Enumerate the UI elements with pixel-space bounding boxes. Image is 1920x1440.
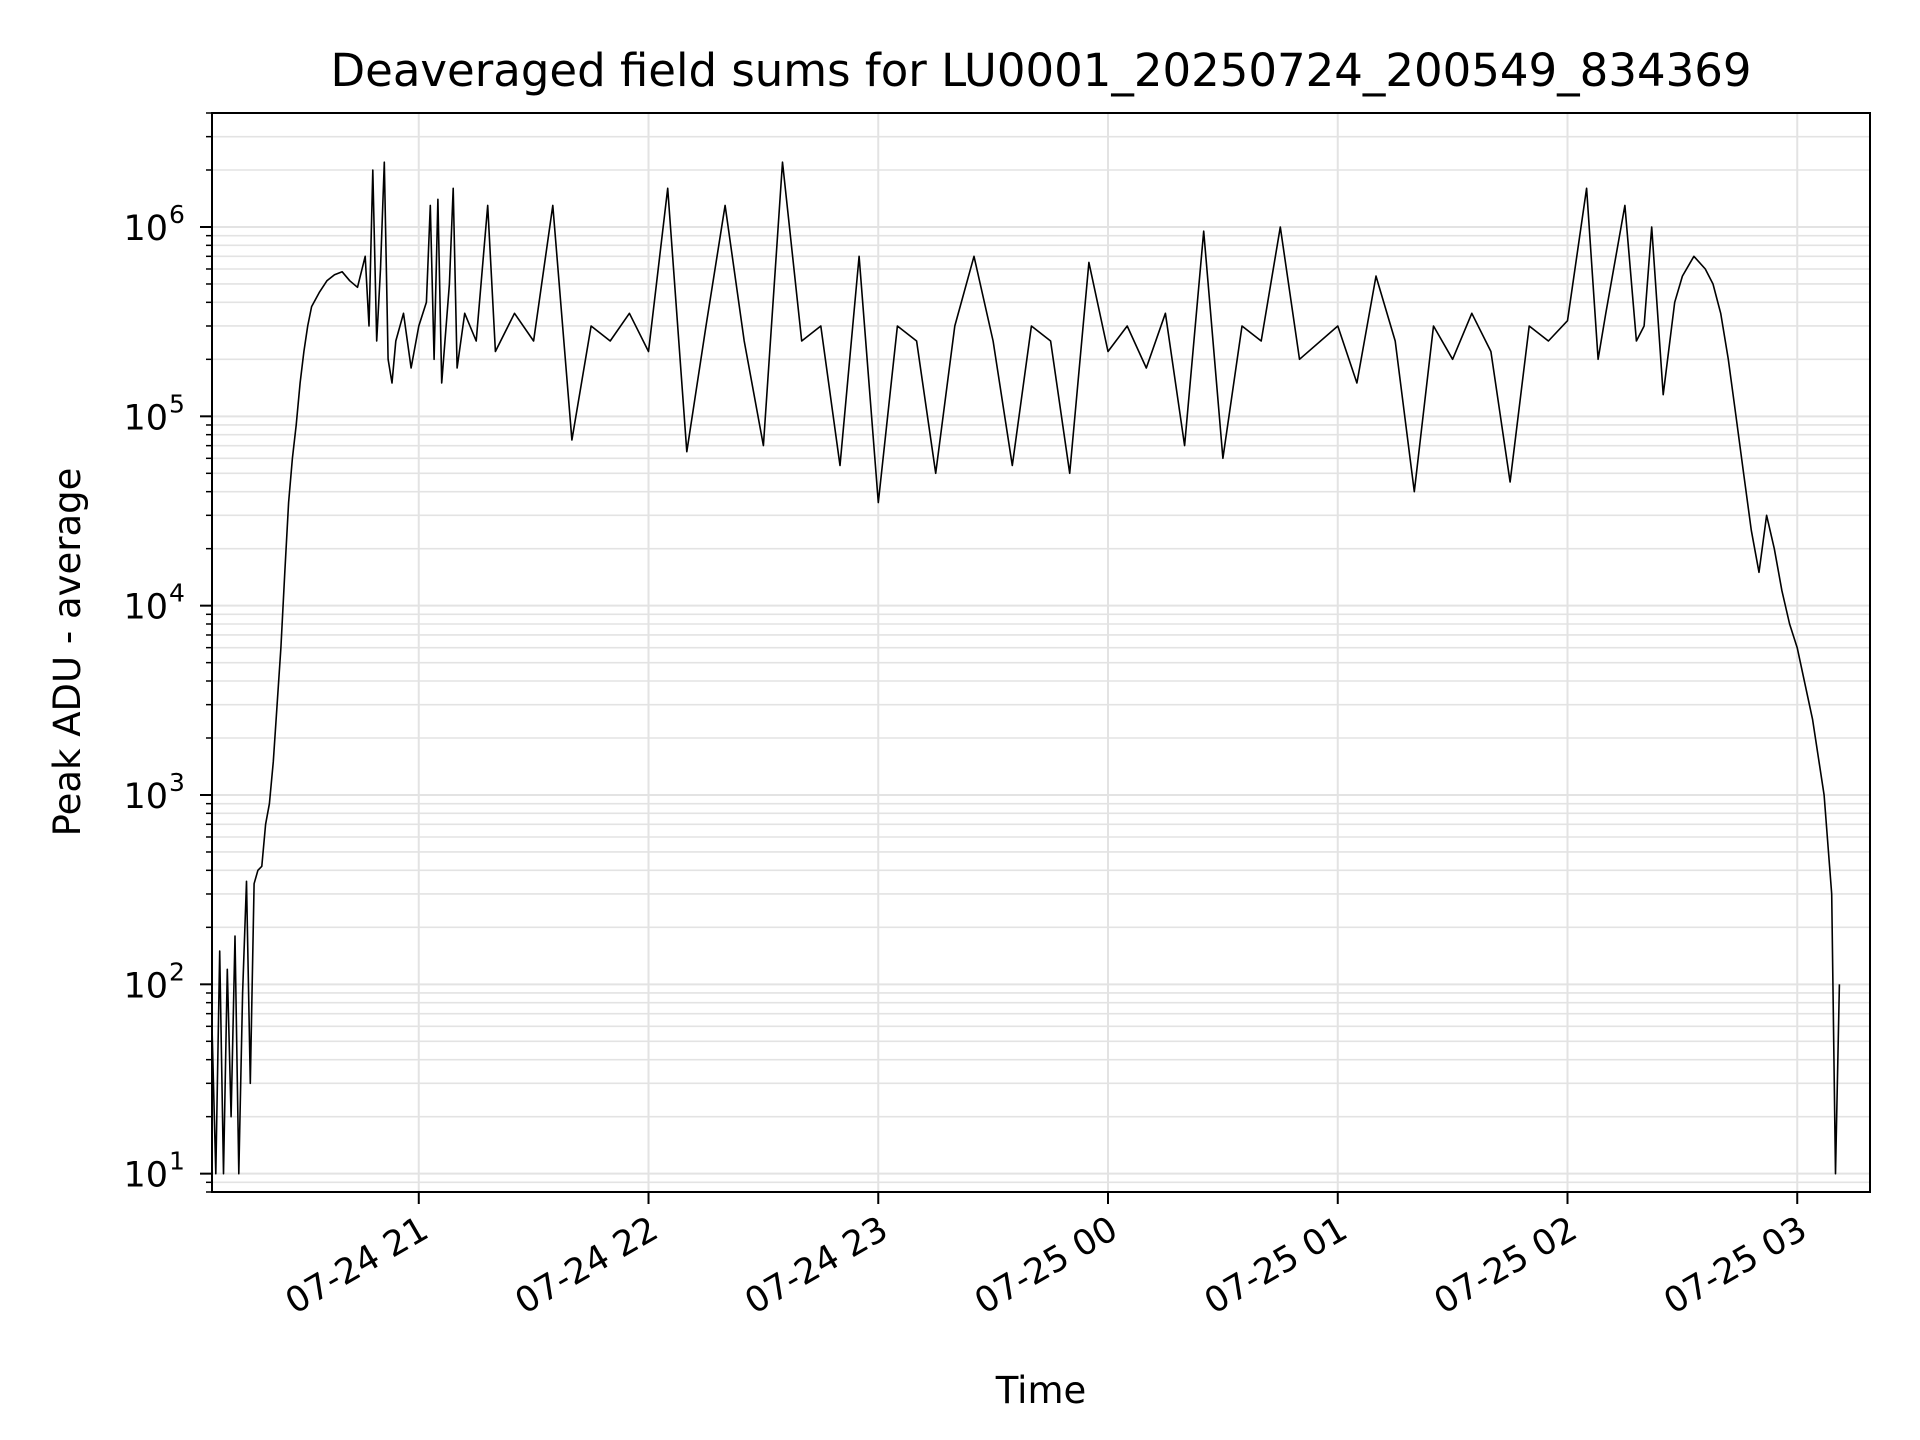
y-tick-exponent: 1 bbox=[169, 1147, 185, 1176]
y-axis-label: Peak ADU - average bbox=[46, 468, 89, 837]
chart-title: Deaveraged field sums for LU0001_2025072… bbox=[331, 44, 1752, 97]
y-tick-label: 10 bbox=[123, 398, 168, 438]
grid-layer bbox=[212, 112, 1870, 1193]
y-tick-label: 10 bbox=[123, 966, 168, 1006]
series-layer bbox=[211, 161, 1841, 1175]
y-tick-label: 10 bbox=[123, 1156, 168, 1196]
y-tick-label: 10 bbox=[123, 777, 168, 817]
y-tick-exponent: 2 bbox=[169, 957, 185, 986]
y-tick-label: 10 bbox=[123, 209, 168, 249]
y-tick-exponent: 5 bbox=[169, 389, 185, 418]
y-tick-exponent: 4 bbox=[169, 579, 185, 608]
data-series-line bbox=[211, 161, 1841, 1175]
y-tick-label: 10 bbox=[123, 588, 168, 628]
plot-frame bbox=[211, 112, 1871, 1193]
axes-layer bbox=[211, 112, 1871, 1193]
x-axis-label: Time bbox=[995, 1369, 1087, 1412]
y-tick-exponent: 3 bbox=[169, 768, 185, 797]
y-tick-exponent: 6 bbox=[169, 200, 185, 229]
